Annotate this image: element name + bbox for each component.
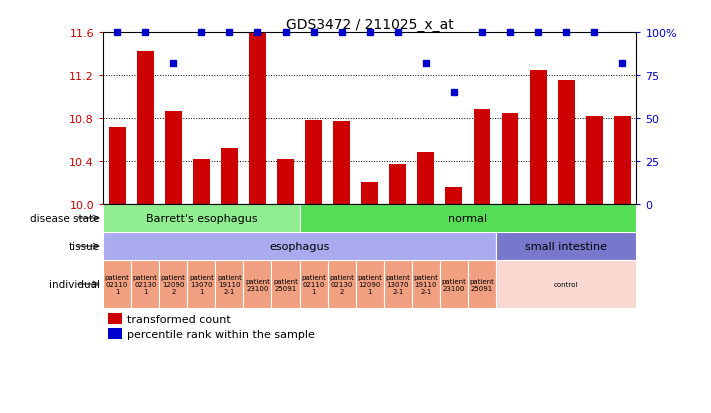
- Text: transformed count: transformed count: [127, 314, 231, 324]
- Text: patient
02130
1: patient 02130 1: [133, 274, 158, 294]
- Bar: [468, 261, 496, 308]
- Text: patient
02130
2: patient 02130 2: [329, 274, 354, 294]
- Bar: [417, 153, 434, 204]
- Text: patient
23100: patient 23100: [245, 278, 270, 291]
- Text: control: control: [554, 281, 578, 287]
- Bar: [474, 110, 491, 204]
- Bar: [586, 116, 603, 204]
- Bar: [131, 261, 159, 308]
- Bar: [496, 261, 636, 308]
- Bar: [299, 261, 328, 308]
- Bar: [108, 328, 122, 339]
- Bar: [496, 233, 636, 261]
- Bar: [305, 121, 322, 204]
- Bar: [108, 313, 122, 324]
- Bar: [103, 204, 299, 233]
- Text: patient
12090
1: patient 12090 1: [358, 274, 382, 294]
- Bar: [137, 52, 154, 204]
- Bar: [159, 261, 187, 308]
- Text: patient
02110
1: patient 02110 1: [301, 274, 326, 294]
- Text: normal: normal: [449, 214, 488, 223]
- Bar: [277, 159, 294, 204]
- Bar: [299, 204, 636, 233]
- Bar: [328, 261, 356, 308]
- Bar: [103, 261, 131, 308]
- Text: patient
19110
2-1: patient 19110 2-1: [217, 274, 242, 294]
- Bar: [215, 261, 243, 308]
- Text: patient
12090
2: patient 12090 2: [161, 274, 186, 294]
- Bar: [446, 187, 462, 204]
- Bar: [103, 233, 496, 261]
- Text: Barrett's esophagus: Barrett's esophagus: [146, 214, 257, 223]
- Bar: [249, 33, 266, 204]
- Bar: [109, 127, 126, 204]
- Bar: [243, 261, 272, 308]
- Text: patient
19110
2-1: patient 19110 2-1: [413, 274, 438, 294]
- Bar: [333, 122, 350, 204]
- Text: tissue: tissue: [68, 242, 100, 252]
- Text: patient
13070
1: patient 13070 1: [189, 274, 214, 294]
- Bar: [390, 165, 406, 204]
- Text: individual: individual: [48, 279, 100, 290]
- Text: patient
13070
2-1: patient 13070 2-1: [385, 274, 410, 294]
- Bar: [193, 159, 210, 204]
- Bar: [412, 261, 440, 308]
- Text: small intestine: small intestine: [525, 242, 607, 252]
- Text: patient
25091: patient 25091: [469, 278, 494, 291]
- Bar: [361, 183, 378, 204]
- Bar: [614, 116, 631, 204]
- Bar: [530, 71, 547, 204]
- Text: patient
23100: patient 23100: [442, 278, 466, 291]
- Text: patient
02110
1: patient 02110 1: [105, 274, 129, 294]
- Bar: [557, 81, 574, 204]
- Text: patient
25091: patient 25091: [273, 278, 298, 291]
- Bar: [221, 149, 237, 204]
- Bar: [384, 261, 412, 308]
- Bar: [502, 114, 518, 204]
- Text: esophagus: esophagus: [269, 242, 330, 252]
- Text: disease state: disease state: [30, 214, 100, 223]
- Bar: [356, 261, 384, 308]
- Bar: [165, 111, 182, 204]
- Bar: [440, 261, 468, 308]
- Bar: [272, 261, 299, 308]
- Title: GDS3472 / 211025_x_at: GDS3472 / 211025_x_at: [286, 18, 454, 32]
- Bar: [187, 261, 215, 308]
- Text: percentile rank within the sample: percentile rank within the sample: [127, 329, 315, 339]
